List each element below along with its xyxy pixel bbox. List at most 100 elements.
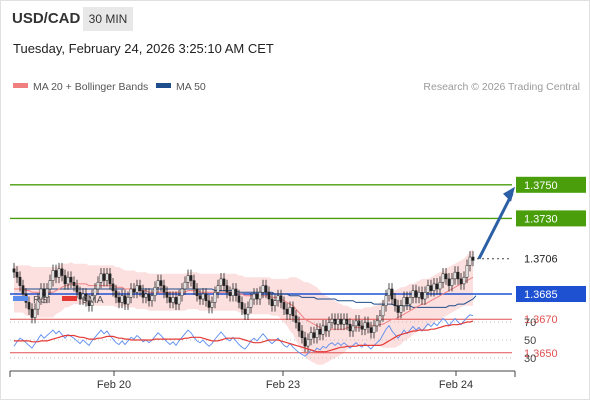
candle-body — [450, 278, 454, 286]
candle-body — [300, 330, 304, 338]
candle-body — [408, 297, 412, 305]
candle-body — [375, 320, 379, 327]
rsi-ma-legend-swatch — [62, 296, 77, 301]
candle-body — [423, 292, 427, 300]
candle-body — [42, 288, 46, 298]
candle-body — [108, 273, 112, 285]
candle-body — [105, 273, 109, 281]
candle-body — [306, 339, 310, 347]
candle-body — [162, 285, 166, 293]
candle-body — [27, 302, 31, 310]
candle-body — [354, 320, 358, 327]
candle-body — [144, 293, 148, 298]
candle-body — [189, 275, 193, 281]
rsi-legend-label: RSI — [33, 294, 51, 306]
candle-body — [168, 297, 172, 303]
candle-body — [219, 278, 223, 286]
candle-body — [465, 265, 469, 278]
candle-body — [39, 288, 43, 300]
candle-body — [321, 325, 325, 335]
candle-body — [123, 295, 127, 305]
candle-body — [81, 293, 85, 300]
candle-body — [33, 308, 37, 318]
rsi-tick-label: 50 — [524, 335, 536, 347]
candle-body — [405, 297, 409, 305]
candle-body — [429, 285, 433, 291]
candle-body — [297, 322, 301, 332]
candle-body — [441, 273, 445, 283]
candle-body — [210, 302, 214, 308]
candle-body — [138, 285, 142, 291]
candle-body — [231, 288, 235, 296]
candle-body — [411, 290, 415, 298]
symbol-title: USD/CAD — [12, 10, 81, 27]
candle-body — [471, 256, 475, 261]
candle-body — [201, 293, 205, 300]
candle-body — [273, 300, 277, 307]
candle-body — [243, 308, 247, 315]
candle-body — [360, 325, 364, 330]
candle-body — [99, 273, 103, 283]
timeframe-button[interactable]: 30 MIN — [83, 7, 133, 31]
candle-body — [150, 295, 154, 301]
candle-body — [84, 293, 88, 301]
candle-body — [315, 329, 319, 338]
ma20-line — [14, 276, 474, 330]
ma50-legend-label: MA 50 — [176, 81, 206, 93]
rsi-tick-label: 70 — [524, 317, 536, 329]
candle-body — [222, 278, 226, 286]
candle-body — [432, 283, 436, 291]
level-label-1.3650: 1.3650 — [524, 348, 558, 360]
candle-body — [93, 288, 97, 296]
candle-body — [291, 307, 295, 317]
candle-body — [246, 307, 250, 315]
candle-body — [420, 292, 424, 300]
candle-body — [195, 288, 199, 296]
candle-body — [381, 305, 385, 317]
candle-body — [282, 302, 286, 310]
rsi-tick-label: 30 — [524, 353, 536, 365]
candle-body — [69, 276, 73, 283]
candle-body — [111, 283, 115, 291]
candle-body — [249, 298, 253, 308]
candle-body — [87, 300, 91, 307]
candle-body — [417, 292, 421, 298]
candle-body — [351, 325, 355, 332]
candle-body — [147, 293, 151, 301]
candle-body — [18, 276, 22, 286]
candle-body — [318, 329, 322, 335]
candle-body — [90, 295, 94, 307]
candle-body — [96, 281, 100, 290]
candle-body — [414, 290, 418, 298]
candle-body — [459, 278, 463, 285]
candle-body — [51, 270, 55, 281]
bollinger-band — [14, 248, 473, 365]
candle-body — [120, 295, 124, 303]
candle-body — [372, 325, 376, 333]
projection-arrow — [477, 193, 514, 260]
candle-body — [15, 271, 19, 278]
level-label-1.3685: 1.3685 — [524, 289, 558, 301]
candle-body — [36, 298, 40, 310]
candle-body — [45, 288, 49, 298]
candle-body — [129, 288, 133, 298]
candle-body — [384, 295, 388, 307]
candle-body — [207, 300, 211, 308]
projection-arrow-head — [503, 186, 515, 202]
candle-body — [252, 293, 256, 300]
candle-body — [402, 297, 406, 307]
candle-body — [294, 315, 298, 323]
candle-body — [141, 290, 145, 298]
candle-body — [303, 337, 307, 347]
candle-body — [48, 280, 52, 290]
candle-body — [63, 275, 67, 285]
candle-body — [453, 271, 457, 280]
candle-body — [276, 295, 280, 301]
candle-body — [357, 320, 361, 327]
candle-body — [180, 288, 184, 296]
watermark: Research © 2026 Trading Central — [423, 81, 580, 93]
candle-body — [285, 308, 289, 315]
candle-body — [213, 292, 217, 303]
candle-body — [174, 297, 178, 305]
candle-body — [177, 295, 181, 305]
